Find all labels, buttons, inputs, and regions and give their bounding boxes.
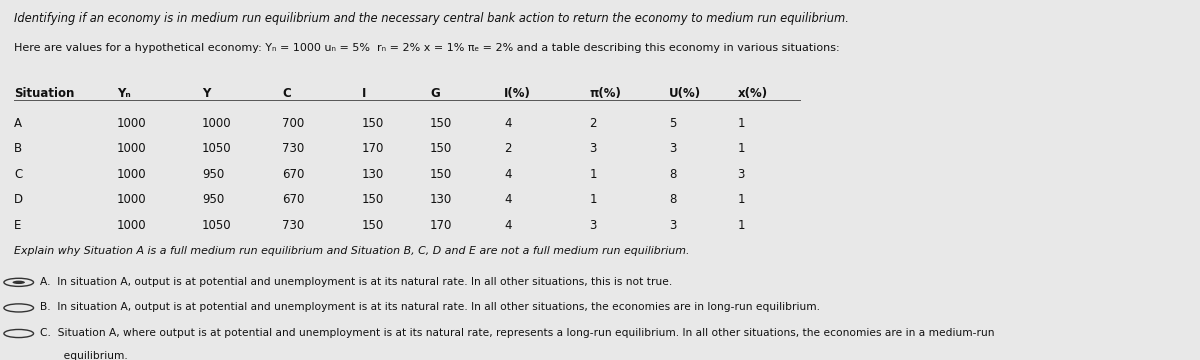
Text: 670: 670 xyxy=(282,168,305,181)
Text: 150: 150 xyxy=(430,168,452,181)
Text: 150: 150 xyxy=(430,117,452,130)
Text: Here are values for a hypothetical economy: Yₙ = 1000 uₙ = 5%  rₙ = 2% x = 1% πₑ: Here are values for a hypothetical econo… xyxy=(14,43,840,53)
Text: 1050: 1050 xyxy=(202,142,232,155)
Text: 8: 8 xyxy=(670,193,677,206)
Text: G: G xyxy=(430,87,439,100)
Text: 1: 1 xyxy=(738,142,745,155)
Text: 1: 1 xyxy=(589,193,596,206)
Text: 150: 150 xyxy=(361,219,384,232)
Text: 4: 4 xyxy=(504,168,511,181)
Text: 950: 950 xyxy=(202,193,224,206)
Text: 2: 2 xyxy=(589,117,596,130)
Text: Explain why Situation A is a full medium run equilibrium and Situation B, C, D a: Explain why Situation A is a full medium… xyxy=(14,246,690,256)
Text: 3: 3 xyxy=(670,142,677,155)
Text: 170: 170 xyxy=(430,219,452,232)
Text: 700: 700 xyxy=(282,117,304,130)
Text: 1: 1 xyxy=(738,219,745,232)
Text: B.  In situation A, output is at potential and unemployment is at its natural ra: B. In situation A, output is at potentia… xyxy=(41,302,821,312)
Text: 5: 5 xyxy=(670,117,677,130)
Text: x(%): x(%) xyxy=(738,87,768,100)
Text: C: C xyxy=(14,168,23,181)
Text: 1000: 1000 xyxy=(202,117,232,130)
Text: equilibrium.: equilibrium. xyxy=(41,351,128,360)
Text: 130: 130 xyxy=(430,193,452,206)
Text: 1050: 1050 xyxy=(202,219,232,232)
Text: 4: 4 xyxy=(504,193,511,206)
Text: 4: 4 xyxy=(504,117,511,130)
Text: I(%): I(%) xyxy=(504,87,530,100)
Text: A.  In situation A, output is at potential and unemployment is at its natural ra: A. In situation A, output is at potentia… xyxy=(41,277,673,287)
Text: D: D xyxy=(14,193,23,206)
Text: 3: 3 xyxy=(738,168,745,181)
Text: 1000: 1000 xyxy=(116,193,146,206)
Text: 130: 130 xyxy=(361,168,384,181)
Text: U(%): U(%) xyxy=(670,87,701,100)
Text: 4: 4 xyxy=(504,219,511,232)
Text: 150: 150 xyxy=(361,193,384,206)
Text: 3: 3 xyxy=(589,219,596,232)
Text: I: I xyxy=(361,87,366,100)
Text: Yₙ: Yₙ xyxy=(116,87,131,100)
Text: 3: 3 xyxy=(670,219,677,232)
Text: 1000: 1000 xyxy=(116,168,146,181)
Text: 150: 150 xyxy=(430,142,452,155)
Text: Situation: Situation xyxy=(14,87,74,100)
Text: 1: 1 xyxy=(589,168,596,181)
Text: 1: 1 xyxy=(738,193,745,206)
Text: Identifying if an economy is in medium run equilibrium and the necessary central: Identifying if an economy is in medium r… xyxy=(14,12,850,25)
Text: 1: 1 xyxy=(738,117,745,130)
Text: 730: 730 xyxy=(282,219,304,232)
Text: 8: 8 xyxy=(670,168,677,181)
Text: 170: 170 xyxy=(361,142,384,155)
Text: E: E xyxy=(14,219,22,232)
Text: 670: 670 xyxy=(282,193,305,206)
Text: C: C xyxy=(282,87,290,100)
Text: 730: 730 xyxy=(282,142,304,155)
Text: 1000: 1000 xyxy=(116,117,146,130)
Text: 3: 3 xyxy=(589,142,596,155)
Text: A: A xyxy=(14,117,22,130)
Text: 950: 950 xyxy=(202,168,224,181)
Text: 1000: 1000 xyxy=(116,142,146,155)
Text: B: B xyxy=(14,142,23,155)
Text: 150: 150 xyxy=(361,117,384,130)
Text: Y: Y xyxy=(202,87,210,100)
Circle shape xyxy=(12,281,25,284)
Text: 2: 2 xyxy=(504,142,511,155)
Text: π(%): π(%) xyxy=(589,87,622,100)
Text: C.  Situation A, where output is at potential and unemployment is at its natural: C. Situation A, where output is at poten… xyxy=(41,328,995,338)
Text: 1000: 1000 xyxy=(116,219,146,232)
